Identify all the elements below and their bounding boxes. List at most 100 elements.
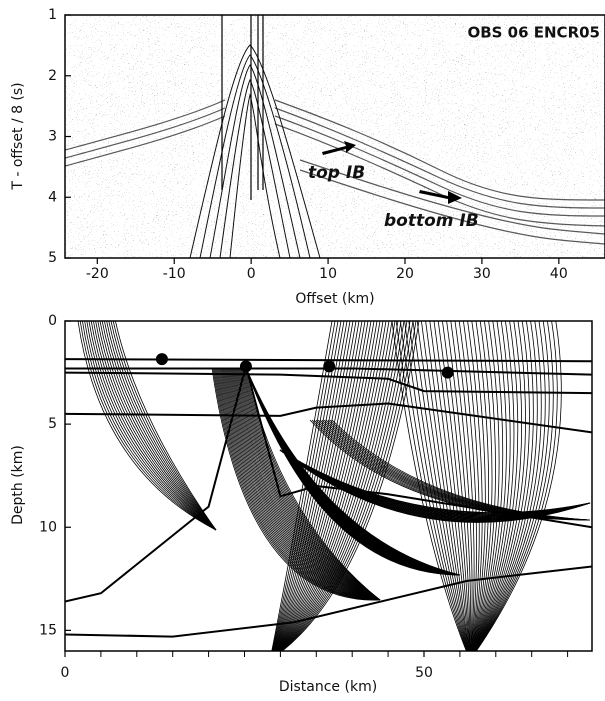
ray [475,321,562,651]
obs-station [239,360,252,373]
ray [273,321,360,651]
ray [279,321,402,651]
ray [473,321,523,651]
ray [475,321,550,651]
ray [93,321,217,531]
ray [213,367,381,601]
ray [474,321,538,651]
x-tick-label: 30 [473,266,491,282]
y-tick-label: 5 [48,416,57,432]
ray [237,367,381,601]
ray [474,321,530,651]
ray [240,367,381,601]
interface [65,565,592,638]
interface [65,371,592,395]
interface [65,362,592,603]
ray [274,321,366,651]
x-axis-label: Offset (km) [295,291,374,307]
ray [279,321,408,651]
ray [275,321,375,651]
ray [272,321,342,651]
interface [65,367,592,376]
ray [222,367,381,601]
ray [214,367,381,601]
ray [474,321,534,651]
ray [473,321,515,651]
ray [212,367,381,601]
y-tick-label: 0 [48,313,57,329]
x-tick-label: 10 [319,266,337,282]
ray [238,367,381,601]
ray [84,321,217,531]
ray [275,321,372,651]
ray [433,321,470,651]
ray [276,321,381,651]
ray [277,321,387,651]
ray [97,321,217,531]
y-tick-label: 2 [48,68,57,84]
ray [211,367,381,601]
ray [474,321,542,651]
x-tick-label: 40 [550,266,568,282]
ray [115,321,217,531]
ray [216,367,381,601]
x-tick-label: -20 [86,266,109,282]
x-tick-label: 0 [247,266,256,282]
ray [104,321,217,531]
ray [475,321,558,651]
annotation: bottom IB [384,211,479,231]
seismic-image [65,15,605,258]
ray [242,367,381,601]
interface [65,358,592,363]
obs-station [323,360,336,373]
x-tick-label: 20 [396,266,414,282]
ray [225,367,381,601]
ray [277,321,393,651]
ray [90,321,217,531]
annotation: top IB [308,163,365,183]
ray [273,321,354,651]
ray [82,321,217,531]
ray [244,367,381,601]
x-axis-label: Distance (km) [279,679,377,695]
ray [231,367,381,601]
x-tick-label: 0 [61,665,70,681]
ray [472,321,507,651]
y-tick-label: 1 [48,7,57,23]
ray [277,321,390,651]
y-tick-label: 4 [48,189,57,205]
ray [473,321,519,651]
ray [279,321,405,651]
ray [278,321,399,651]
ray [112,321,217,531]
x-tick-label: 50 [415,665,433,681]
ray [241,367,381,601]
obs-station [155,353,168,366]
y-tick-label: 10 [39,519,57,535]
ray [88,321,217,531]
ray [474,321,546,651]
ray [95,321,217,531]
ray [77,321,217,531]
ray [473,321,526,651]
annotation: OBS 06 ENCR05 [467,24,600,42]
plot-frame [64,320,593,652]
y-axis-label: Depth (km) [10,445,26,525]
ray [279,449,591,513]
ray [233,367,381,601]
ray [86,321,217,531]
ray [276,321,384,651]
ray [239,367,381,601]
ray [243,367,381,601]
ray [110,321,217,531]
ray [224,367,381,601]
ray [234,367,381,601]
ray [235,367,381,601]
ray [218,367,381,601]
ray [101,321,217,531]
y-tick-label: 15 [39,622,57,638]
ray [475,321,554,651]
ray [223,367,381,601]
ray [278,321,396,651]
